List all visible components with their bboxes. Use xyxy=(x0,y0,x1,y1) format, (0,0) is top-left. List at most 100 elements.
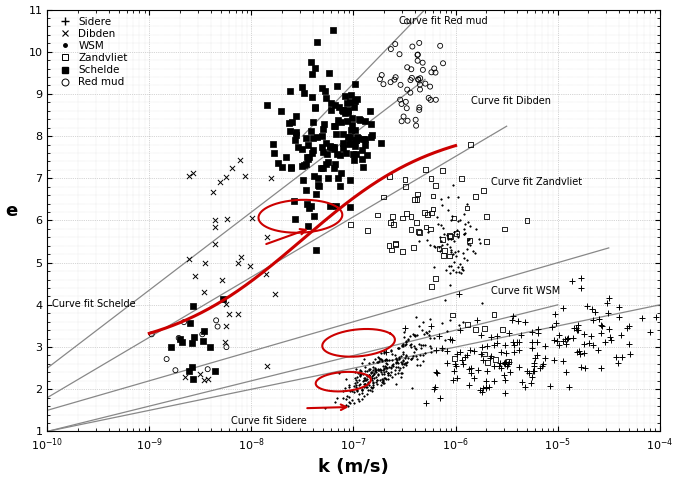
Point xyxy=(350,368,361,376)
Point xyxy=(350,379,361,387)
Point xyxy=(386,363,397,371)
Point xyxy=(429,65,440,72)
Point xyxy=(490,355,501,363)
Point xyxy=(350,97,361,105)
Point xyxy=(356,370,367,378)
Point xyxy=(380,348,391,356)
Point xyxy=(233,259,244,267)
Point xyxy=(317,133,328,140)
Point xyxy=(463,218,474,226)
Point xyxy=(334,151,345,159)
Point xyxy=(470,326,481,334)
Point xyxy=(367,368,378,375)
Point xyxy=(394,96,405,104)
Point xyxy=(320,94,331,101)
Point xyxy=(610,353,621,361)
Point xyxy=(398,348,409,356)
Point xyxy=(234,156,245,163)
Point xyxy=(457,266,468,274)
Point xyxy=(560,340,571,348)
Point xyxy=(540,342,551,349)
Point xyxy=(549,356,559,364)
Point xyxy=(301,201,312,208)
Point xyxy=(414,340,425,348)
Point xyxy=(304,153,314,161)
Point xyxy=(564,383,574,390)
Point xyxy=(386,373,397,381)
Point xyxy=(407,352,418,360)
Point xyxy=(452,193,463,201)
Point xyxy=(371,368,382,375)
Point xyxy=(457,360,468,368)
Point xyxy=(166,344,177,351)
Point xyxy=(423,327,434,335)
Point xyxy=(453,217,464,225)
Point xyxy=(400,354,411,362)
Point xyxy=(350,365,361,373)
Point xyxy=(381,355,392,363)
Point xyxy=(385,348,396,355)
Point xyxy=(329,143,340,150)
Point xyxy=(422,236,433,243)
Point xyxy=(185,320,196,327)
Point xyxy=(393,366,404,374)
Point xyxy=(600,338,610,346)
Point xyxy=(478,186,489,194)
Point xyxy=(359,374,369,382)
Point xyxy=(418,341,428,349)
Point xyxy=(406,66,417,73)
Point xyxy=(425,334,436,342)
Point xyxy=(371,373,382,381)
Point xyxy=(440,336,451,344)
Point xyxy=(382,375,393,383)
Point xyxy=(449,258,460,266)
Point xyxy=(375,349,386,357)
Point xyxy=(508,312,519,320)
Point xyxy=(310,65,320,72)
Point xyxy=(365,134,376,141)
Point xyxy=(291,112,301,120)
Point xyxy=(446,212,457,220)
Point xyxy=(551,337,562,345)
Point xyxy=(462,321,473,329)
Point xyxy=(434,245,445,253)
Point xyxy=(368,371,379,378)
Point xyxy=(412,51,423,59)
Point xyxy=(477,344,488,351)
Point xyxy=(551,319,562,327)
Point xyxy=(605,336,616,344)
Point xyxy=(437,166,448,174)
Point xyxy=(415,74,426,82)
Point xyxy=(409,196,420,203)
Point xyxy=(382,369,393,376)
Point xyxy=(224,310,235,318)
Point xyxy=(233,310,244,318)
Point xyxy=(307,70,318,78)
Point xyxy=(194,370,205,377)
Point xyxy=(603,325,614,333)
Point xyxy=(586,306,597,313)
Point xyxy=(209,223,220,230)
Point xyxy=(409,332,420,339)
Point xyxy=(461,352,472,360)
Point xyxy=(356,155,367,163)
Text: Curve fit Red mud: Curve fit Red mud xyxy=(399,16,488,27)
Point xyxy=(456,356,467,364)
Point xyxy=(513,338,524,346)
Point xyxy=(379,362,390,370)
Point xyxy=(496,364,507,372)
Point xyxy=(362,383,373,391)
Point xyxy=(437,241,447,249)
Point xyxy=(644,328,655,336)
Point xyxy=(557,337,568,345)
Point xyxy=(396,352,407,360)
Point xyxy=(420,341,430,348)
Point xyxy=(245,262,256,269)
Point xyxy=(443,263,454,270)
Point xyxy=(540,354,551,362)
Point xyxy=(202,375,213,383)
Point xyxy=(350,386,361,393)
Point xyxy=(405,213,416,221)
Point xyxy=(373,353,384,361)
Point xyxy=(359,380,369,388)
